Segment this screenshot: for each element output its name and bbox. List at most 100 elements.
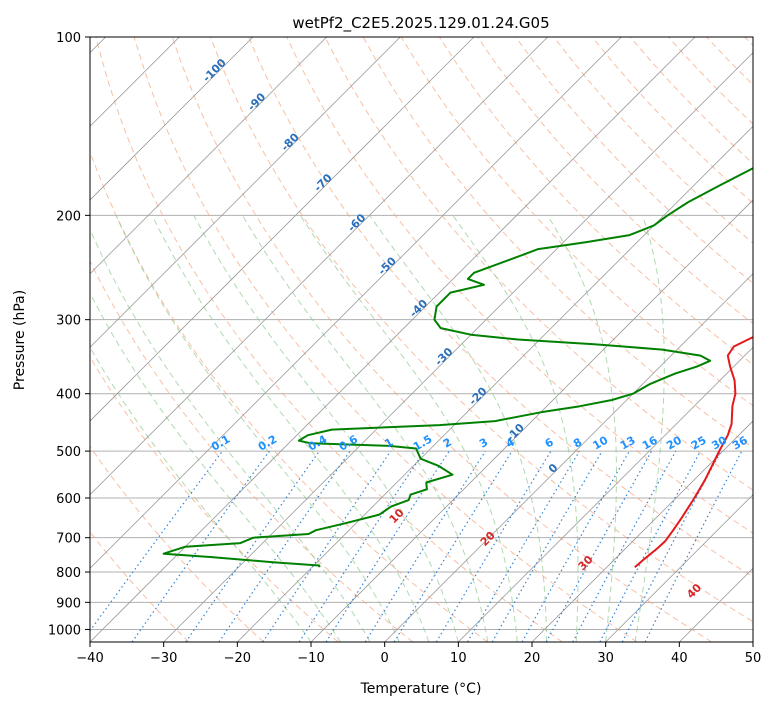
moist-adiabat-line [369, 215, 548, 642]
moist-adiabat-line [115, 215, 400, 642]
isotherm-label: -80 [279, 130, 302, 153]
mixing-ratio-label: 0.2 [256, 433, 279, 454]
dewpoint-profile-line [162, 167, 753, 568]
mixing-ratio-line [572, 450, 677, 642]
isotherm-label: -100 [200, 56, 229, 85]
mixing-ratio-label: 8 [571, 436, 584, 451]
moist-adiabat-line [452, 215, 579, 642]
mixing-ratio-line [325, 450, 450, 642]
y-tick-label: 200 [56, 209, 81, 224]
dry-adiabat-line [553, 37, 753, 244]
y-axis-label: Pressure (hPa) [12, 290, 28, 390]
moist-adiabat-line [547, 215, 617, 642]
mixing-ratio-line [262, 450, 392, 642]
y-tick-label: 1000 [48, 623, 81, 638]
dry-adiabat-line [324, 37, 753, 491]
moist-adiabat-line [90, 228, 371, 642]
mixing-ratio-line [466, 450, 580, 642]
mixing-ratio-label: 36 [730, 433, 750, 452]
x-axis-label: Temperature (°C) [360, 681, 482, 697]
y-tick-label: 600 [56, 492, 81, 507]
dry-adiabat-line [95, 37, 563, 642]
isotherm-label: -30 [432, 345, 455, 368]
y-tick-label: 300 [56, 314, 81, 329]
dry-adiabat-line [706, 37, 753, 86]
mixing-ratio-line [393, 450, 513, 642]
x-tick-label: −10 [297, 651, 324, 666]
dry-adiabat-label: 30 [576, 553, 596, 573]
isotherm-line [90, 37, 548, 496]
dry-adiabat-line [286, 37, 753, 534]
y-tick-label: 100 [56, 31, 81, 46]
mixing-ratio-line [185, 450, 320, 642]
dry-adiabat-line [248, 37, 753, 578]
mixing-ratio-line [298, 450, 425, 642]
x-tick-label: 20 [524, 651, 541, 666]
dry-adiabat-line [668, 37, 753, 125]
mixing-ratio-label: 0.1 [209, 433, 232, 454]
moist-adiabat-line [193, 215, 459, 642]
isotherm-label: -40 [407, 297, 430, 320]
mixing-ratio-label: 6 [543, 435, 556, 450]
y-tick-label: 800 [56, 566, 81, 581]
dry-adiabat-label: 40 [684, 581, 704, 601]
mixing-ratio-line [364, 450, 486, 642]
isotherm-label: -50 [376, 254, 399, 277]
moist-adiabat-line [90, 292, 341, 642]
dry-adiabat-line [171, 37, 712, 642]
x-tick-label: −40 [76, 651, 103, 666]
isotherm-line [90, 37, 254, 201]
mixing-ratio-label: 0.6 [337, 432, 361, 453]
mixing-ratio-line [599, 450, 702, 642]
y-tick-label: 700 [56, 532, 81, 547]
isotherm-line [90, 37, 622, 569]
mixing-ratio-label: 25 [689, 434, 709, 453]
mixing-ratio-line [545, 450, 653, 642]
isotherm-label: -90 [245, 90, 268, 113]
x-tick-label: 50 [745, 651, 762, 666]
dry-adiabat-label: 10 [387, 506, 407, 526]
isotherm-line [90, 37, 401, 348]
isotherm-line [310, 199, 753, 642]
chart-title: wetPf2_C2E5.2025.129.01.24.G05 [292, 14, 549, 33]
temperature-profile-line [634, 336, 753, 568]
x-tick-label: 0 [381, 651, 389, 666]
moist-adiabat-line [151, 215, 430, 642]
dry-adiabat-line [90, 531, 190, 642]
isotherm-line [384, 273, 753, 642]
y-tick-label: 500 [56, 445, 81, 460]
isotherm-line [90, 37, 696, 642]
isotherm-line [531, 420, 753, 642]
moist-adiabat-line [90, 346, 312, 642]
dry-adiabat-line [438, 37, 753, 366]
mixing-ratio-label: 20 [664, 433, 684, 452]
dry-adiabat-line [210, 37, 753, 623]
x-tick-label: 30 [597, 651, 614, 666]
isotherm-line [163, 52, 753, 642]
mixing-ratio-line [218, 450, 351, 642]
x-tick-label: 40 [671, 651, 688, 666]
isotherm-line [605, 494, 753, 642]
dry-adiabat-line [90, 445, 264, 642]
plot-frame [89, 36, 754, 643]
axes: −40 −30 −20 −10 0 10 20 30 40 50 1000 900 800 700 600 5… [48, 31, 761, 666]
moist-adiabat-line [634, 215, 665, 642]
mixing-ratio-label: 3 [477, 436, 490, 451]
isotherm-line [679, 567, 753, 642]
x-tick-label: 10 [450, 651, 467, 666]
mixing-ratio-label: 10 [591, 433, 611, 452]
y-tick-label: 900 [56, 596, 81, 611]
isotherm-line [752, 641, 753, 642]
x-tick-label: −30 [150, 651, 177, 666]
isotherm-line [90, 37, 475, 422]
mixing-ratio-label: 1.5 [411, 433, 434, 454]
dry-adiabat-line [90, 150, 488, 642]
isotherm-line [458, 346, 753, 642]
x-tick-label: −20 [224, 651, 251, 666]
isotherm-label: -20 [466, 384, 489, 407]
plot-area [90, 37, 753, 642]
mixing-ratio-label: 16 [640, 433, 660, 452]
isotherm-line [90, 37, 327, 275]
dry-adiabat-line [133, 37, 638, 642]
